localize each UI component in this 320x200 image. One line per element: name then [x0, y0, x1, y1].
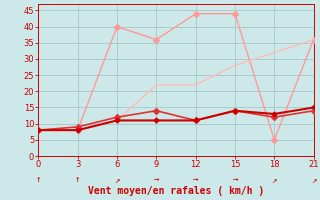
Text: ↗: ↗ [311, 175, 316, 184]
Text: →: → [232, 175, 238, 184]
Text: →: → [154, 175, 159, 184]
Text: →: → [193, 175, 198, 184]
Text: ↗: ↗ [114, 175, 120, 184]
Text: ↑: ↑ [36, 175, 41, 184]
X-axis label: Vent moyen/en rafales ( km/h ): Vent moyen/en rafales ( km/h ) [88, 186, 264, 196]
Text: ↗: ↗ [272, 175, 277, 184]
Text: ↑: ↑ [75, 175, 80, 184]
